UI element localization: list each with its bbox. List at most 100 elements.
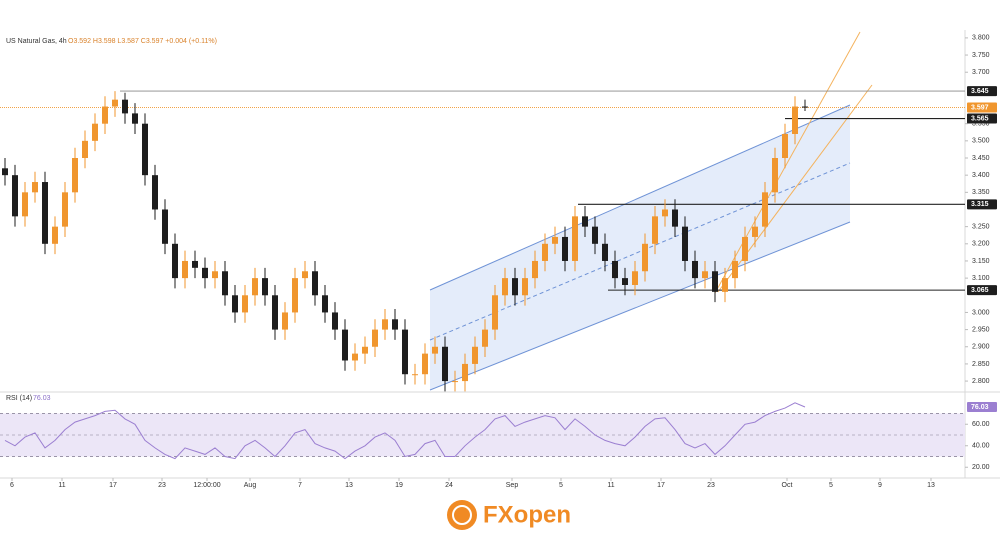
channel-lower	[429, 221, 851, 391]
rsi-tag-label: 76.03	[971, 404, 989, 411]
x-tick-label: Oct	[782, 482, 793, 489]
candle-body	[592, 226, 598, 244]
candle-body	[192, 260, 198, 268]
candle-body	[352, 353, 358, 361]
candle-body	[22, 192, 28, 217]
candle-body	[292, 278, 298, 313]
y-tick-label: 2.950	[972, 326, 990, 333]
candle-body	[242, 295, 248, 313]
candle-body	[222, 271, 228, 296]
candle-body	[92, 123, 98, 141]
x-tick-label: 12:00:00	[193, 482, 220, 489]
candle-body	[682, 226, 688, 261]
rsi-label: RSI (14)	[6, 395, 32, 402]
candle-body	[462, 363, 468, 382]
y-tick-label: 3.450	[972, 155, 990, 162]
level-tag-label: 3.065	[971, 287, 989, 294]
x-tick-label: 5	[559, 482, 563, 489]
last-price-tag	[967, 102, 997, 113]
rsi-line	[4, 402, 806, 460]
candle-body	[132, 113, 138, 124]
candle-body	[542, 243, 548, 261]
candle-body	[282, 312, 288, 330]
x-tick-label: 11	[58, 482, 65, 489]
candle-body	[272, 295, 278, 330]
candle-body	[212, 271, 218, 279]
candle-body	[642, 243, 648, 272]
y-tick-label: 3.400	[972, 172, 990, 179]
candle-body	[12, 175, 18, 217]
y-tick-label: 3.750	[972, 52, 990, 59]
x-tick-label: 11	[607, 482, 614, 489]
candle-body	[792, 106, 798, 134]
candle-body	[752, 226, 758, 237]
x-tick-label: 5	[829, 482, 833, 489]
channel-upper	[429, 104, 851, 291]
last-price-label: 3.597	[971, 104, 989, 111]
candle-body	[782, 133, 788, 159]
channel-fill	[430, 105, 850, 390]
y-tick-label: 3.100	[972, 275, 990, 282]
candle-body	[442, 346, 448, 382]
rsi-tag	[967, 402, 997, 413]
candle-body	[402, 329, 408, 375]
level-tag-label: 3.645	[971, 88, 989, 95]
candle-body	[632, 271, 638, 285]
x-tick-label: 23	[158, 482, 166, 489]
candle-body	[52, 226, 58, 244]
candle-body	[172, 243, 178, 279]
candle-body	[152, 175, 158, 210]
level-tag-label: 3.315	[971, 201, 989, 208]
y-tick-label: 3.250	[972, 223, 990, 230]
brand-logo: FXopen	[483, 501, 571, 528]
x-tick-label: 23	[707, 482, 715, 489]
trend-line	[714, 31, 861, 294]
candle-body	[762, 192, 768, 227]
candle-body	[532, 260, 538, 279]
level-tag	[967, 285, 997, 296]
y-tick-label: 3.150	[972, 258, 990, 265]
candle-body	[362, 346, 368, 354]
candle-body	[732, 260, 738, 279]
y-tick-label: 3.800	[972, 35, 990, 42]
y-tick-label: 3.200	[972, 241, 990, 248]
candle-body	[202, 267, 208, 279]
candle-body	[772, 158, 778, 193]
candle-body	[232, 295, 238, 313]
candle-body	[302, 271, 308, 279]
candle-body	[322, 295, 328, 313]
candle-body	[392, 319, 398, 330]
y-tick-label: 3.000	[972, 309, 990, 316]
logo-icon	[447, 500, 477, 530]
candle-body	[572, 216, 578, 261]
channel-mid	[429, 162, 851, 341]
candle-body	[432, 346, 438, 354]
x-tick-label: 17	[657, 482, 665, 489]
level-tag	[967, 113, 997, 124]
candle-body	[512, 278, 518, 296]
x-tick-label: Aug	[244, 482, 257, 489]
x-tick-label: 24	[445, 482, 453, 489]
candle-body	[602, 243, 608, 261]
x-tick-label: 17	[109, 482, 117, 489]
candle-body	[692, 260, 698, 279]
rsi-value: 76.03	[33, 395, 51, 402]
candle-body	[182, 260, 188, 279]
candle-body	[2, 168, 8, 176]
candle-body	[702, 271, 708, 279]
candle-body	[82, 140, 88, 159]
candle-body	[252, 278, 258, 296]
y-tick-label: 3.700	[972, 69, 990, 76]
candle-body	[502, 278, 508, 296]
candle-body	[412, 374, 418, 376]
candle-body	[482, 329, 488, 347]
candle-body	[802, 106, 808, 108]
candle-body	[742, 236, 748, 261]
candle-body	[372, 329, 378, 347]
candle-body	[622, 278, 628, 285]
candle-body	[552, 236, 558, 244]
candle-body	[422, 353, 428, 375]
symbol-title: US Natural Gas, 4h	[6, 38, 67, 45]
candle-body	[652, 216, 658, 244]
x-tick-label: 13	[345, 482, 353, 489]
